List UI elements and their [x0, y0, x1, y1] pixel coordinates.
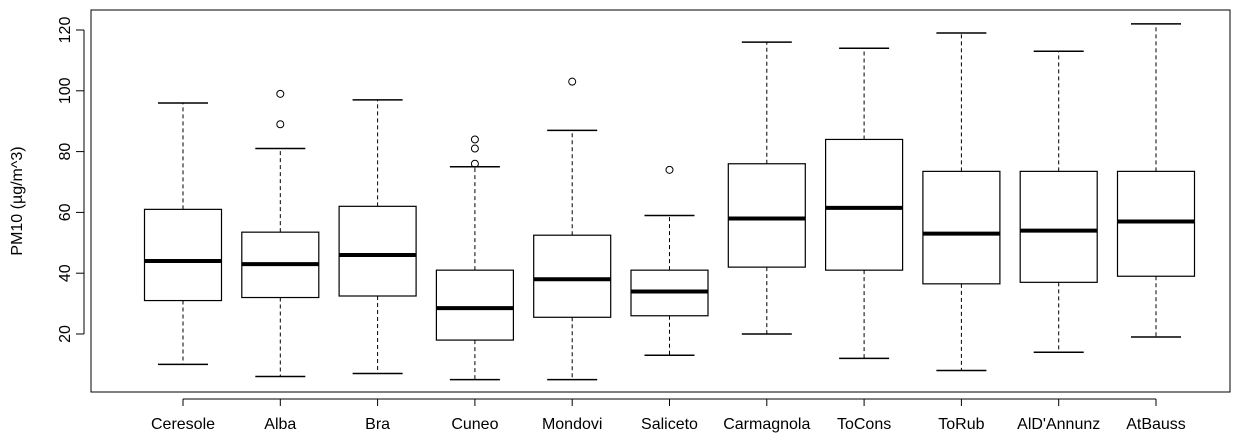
- x-tick-label: AtBauss: [1126, 416, 1186, 433]
- x-tick-label: ToRub: [938, 416, 984, 433]
- box-iqr: [824, 138, 904, 271]
- x-tick-label: Mondovi: [542, 416, 602, 433]
- y-tick-label: 100: [57, 77, 74, 104]
- box-tocons: [824, 47, 904, 360]
- box-atbauss: [1116, 23, 1196, 338]
- box-bra: [338, 99, 417, 375]
- box-iqr: [727, 163, 806, 268]
- y-axis-label: PM10 (µg/m^3): [9, 146, 26, 255]
- x-tick-label: Cuneo: [451, 416, 498, 433]
- box-mondovi: [533, 77, 612, 381]
- outlier-point: [470, 144, 479, 153]
- plot-frame: [90, 9, 1231, 393]
- x-tick-label: Ceresole: [151, 416, 215, 433]
- box-iqr: [922, 170, 1001, 285]
- y-tick-label: 80: [57, 143, 74, 161]
- box-iqr: [1019, 170, 1098, 283]
- x-tick-label: Bra: [365, 416, 390, 433]
- box-iqr: [1116, 170, 1196, 277]
- y-tick-label: 60: [57, 203, 74, 221]
- box-torub: [922, 32, 1001, 372]
- x-tick-label: Saliceto: [641, 416, 698, 433]
- box-ald-annunz: [1019, 50, 1098, 353]
- outlier-point: [470, 135, 479, 144]
- box-cuneo: [435, 135, 514, 381]
- x-tick-label: ToCons: [837, 416, 891, 433]
- box-saliceto: [630, 165, 709, 357]
- y-axis: 20 40 60 80 100 120: [57, 17, 85, 343]
- box-ceresole: [143, 102, 223, 366]
- box-alba: [241, 89, 320, 378]
- outlier-point: [470, 159, 479, 168]
- x-axis: Ceresole Alba Bra Cuneo Mondovi Saliceto Carma…: [151, 398, 1186, 433]
- x-tick-label: AlD'Annunz: [1017, 416, 1100, 433]
- box-iqr: [533, 234, 612, 318]
- outlier-point: [665, 165, 674, 174]
- y-tick-label: 40: [57, 264, 74, 282]
- box-carmagnola: [727, 41, 806, 335]
- box-series: [143, 23, 1196, 381]
- outlier-point: [568, 77, 577, 86]
- outlier-point: [276, 120, 285, 129]
- outlier-point: [276, 89, 285, 98]
- box-iqr: [338, 205, 417, 297]
- x-tick-label: Carmagnola: [723, 416, 810, 433]
- box-iqr: [435, 269, 514, 341]
- y-tick-label: 20: [57, 325, 74, 343]
- x-tick-label: Alba: [264, 416, 296, 433]
- box-iqr: [143, 208, 223, 302]
- y-tick-label: 120: [57, 17, 74, 44]
